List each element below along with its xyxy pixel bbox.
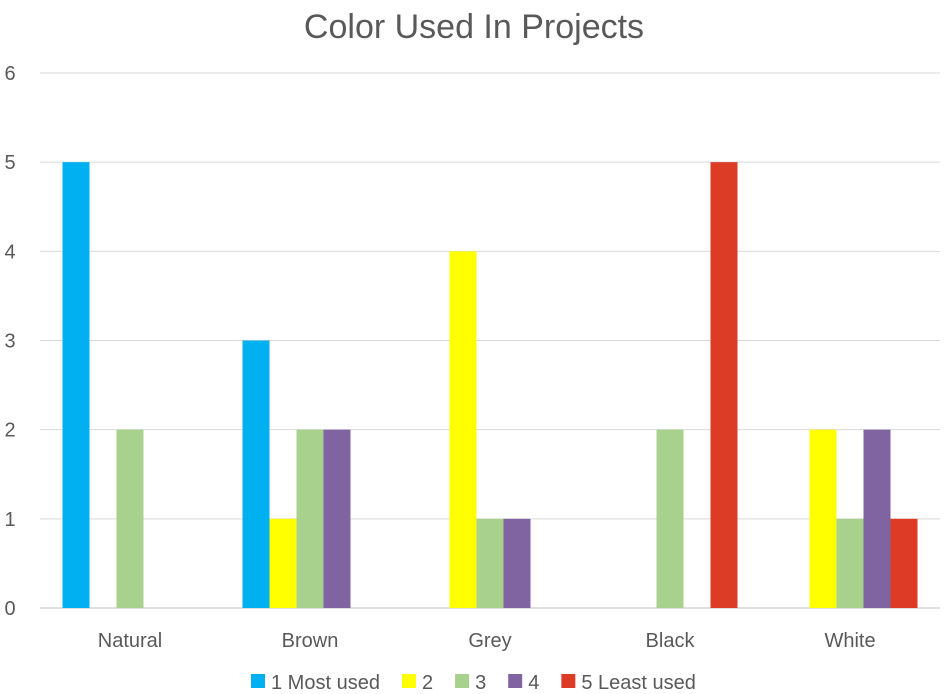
x-tick-label: Brown [282,630,339,652]
bar-natural-3 [116,429,144,608]
chart-title: Color Used In Projects [304,8,644,46]
gridlines [40,72,940,609]
x-tick-label: White [824,630,875,652]
y-tick-label: 6 [4,63,15,85]
legend-swatch-3 [455,674,470,688]
x-tick-label: Natural [98,630,162,652]
legend-label-5: 5 Least used [581,672,696,694]
bar-grey-4 [503,518,531,608]
legend-label-2: 2 [422,672,433,694]
bar-white-5 [890,518,918,608]
bar-natural-1 [62,162,90,608]
legend-swatch-2 [401,674,416,688]
legend: 1 Most used 2 3 4 5 Least used [251,672,696,694]
y-tick-label: 5 [4,152,15,174]
bar-white-4 [863,429,891,608]
legend-label-4: 4 [528,672,539,694]
legend-swatch-5 [561,674,576,688]
bar-grey-2 [449,251,477,609]
bar-brown-3 [296,429,324,608]
legend-swatch-1 [251,674,265,688]
y-tick-label: 1 [4,509,15,531]
y-tick-label: 3 [4,331,15,353]
legend-label-3: 3 [475,672,486,694]
bar-brown-4 [323,429,351,608]
bar-white-2 [809,429,837,608]
legend-swatch-4 [508,674,523,688]
x-tick-label: Black [646,630,696,652]
bar-brown-1 [242,340,270,608]
legend-label-1: 1 Most used [271,672,380,694]
y-tick-label: 2 [4,420,15,442]
bars [62,162,918,609]
y-tick-label: 0 [4,598,15,620]
bar-black-3 [656,429,684,608]
y-tick-label: 4 [4,241,15,263]
bar-brown-2 [269,518,297,608]
bar-black-5 [710,162,738,608]
x-tick-label: Grey [468,630,511,652]
bar-grey-3 [476,518,504,608]
bar-white-3 [836,518,864,608]
y-axis-ticks: 0 1 2 3 4 5 6 [4,63,15,620]
x-axis-ticks: Natural Brown Grey Black White [98,630,876,652]
